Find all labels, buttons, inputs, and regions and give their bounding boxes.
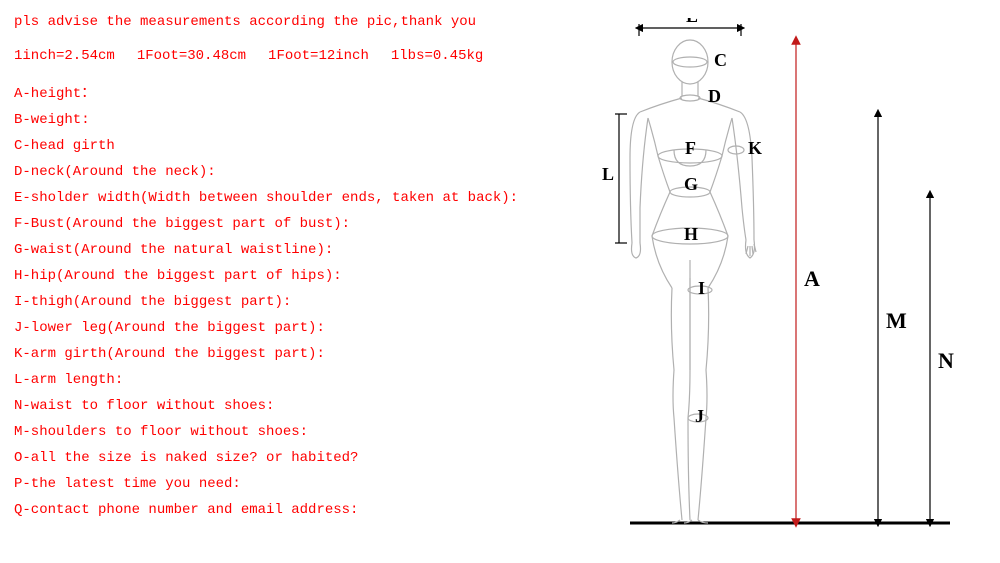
body-svg: E C D L F K G H I J A M N bbox=[580, 18, 1000, 548]
conv-inch-cm: 1inch=2.54cm bbox=[14, 48, 115, 64]
item-i-thigh: I-thigh(Around the biggest part): bbox=[14, 294, 574, 310]
item-b-weight: B-weight: bbox=[14, 112, 574, 128]
item-j-lowerleg: J-lower leg(Around the biggest part): bbox=[14, 320, 574, 336]
label-n: N bbox=[938, 348, 954, 373]
label-m: M bbox=[886, 308, 907, 333]
label-a: A bbox=[804, 266, 820, 291]
item-k-armgirth: K-arm girth(Around the biggest part): bbox=[14, 346, 574, 362]
item-c-head: C-head girth bbox=[14, 138, 574, 154]
conv-foot-inch: 1Foot=12inch bbox=[268, 48, 369, 64]
item-q-contact: Q-contact phone number and email address… bbox=[14, 502, 574, 518]
conv-lbs-kg: 1lbs=0.45kg bbox=[391, 48, 483, 64]
item-d-neck: D-neck(Around the neck): bbox=[14, 164, 574, 180]
conv-foot-cm: 1Foot=30.48cm bbox=[137, 48, 246, 64]
body-diagram: E C D L F K G H I J A M N bbox=[580, 18, 1000, 548]
item-p-time: P-the latest time you need: bbox=[14, 476, 574, 492]
label-h: H bbox=[684, 224, 698, 244]
body-outline bbox=[630, 40, 756, 523]
item-a-height: A-height： bbox=[14, 82, 574, 102]
item-g-waist: G-waist(Around the natural waistline): bbox=[14, 242, 574, 258]
label-l: L bbox=[602, 164, 614, 184]
label-d: D bbox=[708, 86, 721, 106]
item-f-bust: F-Bust(Around the biggest part of bust): bbox=[14, 216, 574, 232]
label-g: G bbox=[684, 174, 698, 194]
label-e: E bbox=[686, 18, 698, 26]
label-f: F bbox=[685, 138, 696, 158]
item-l-armlength: L-arm length: bbox=[14, 372, 574, 388]
label-j: J bbox=[695, 406, 704, 426]
item-e-shoulder: E-sholder width(Width between shoulder e… bbox=[14, 190, 574, 206]
measurement-text-panel: pls advise the measurements according th… bbox=[14, 14, 574, 528]
item-n-waistfloor: N-waist to floor without shoes: bbox=[14, 398, 574, 414]
conversion-line: 1inch=2.54cm 1Foot=30.48cm 1Foot=12inch … bbox=[14, 48, 574, 64]
item-o-nakedsize: O-all the size is naked size? or habited… bbox=[14, 450, 574, 466]
header-line: pls advise the measurements according th… bbox=[14, 14, 574, 30]
item-h-hip: H-hip(Around the biggest part of hips): bbox=[14, 268, 574, 284]
label-k: K bbox=[748, 138, 762, 158]
label-c: C bbox=[714, 50, 727, 70]
item-m-shoulderfloor: M-shoulders to floor without shoes: bbox=[14, 424, 574, 440]
label-i: I bbox=[698, 278, 705, 298]
bracket-l bbox=[615, 114, 627, 243]
